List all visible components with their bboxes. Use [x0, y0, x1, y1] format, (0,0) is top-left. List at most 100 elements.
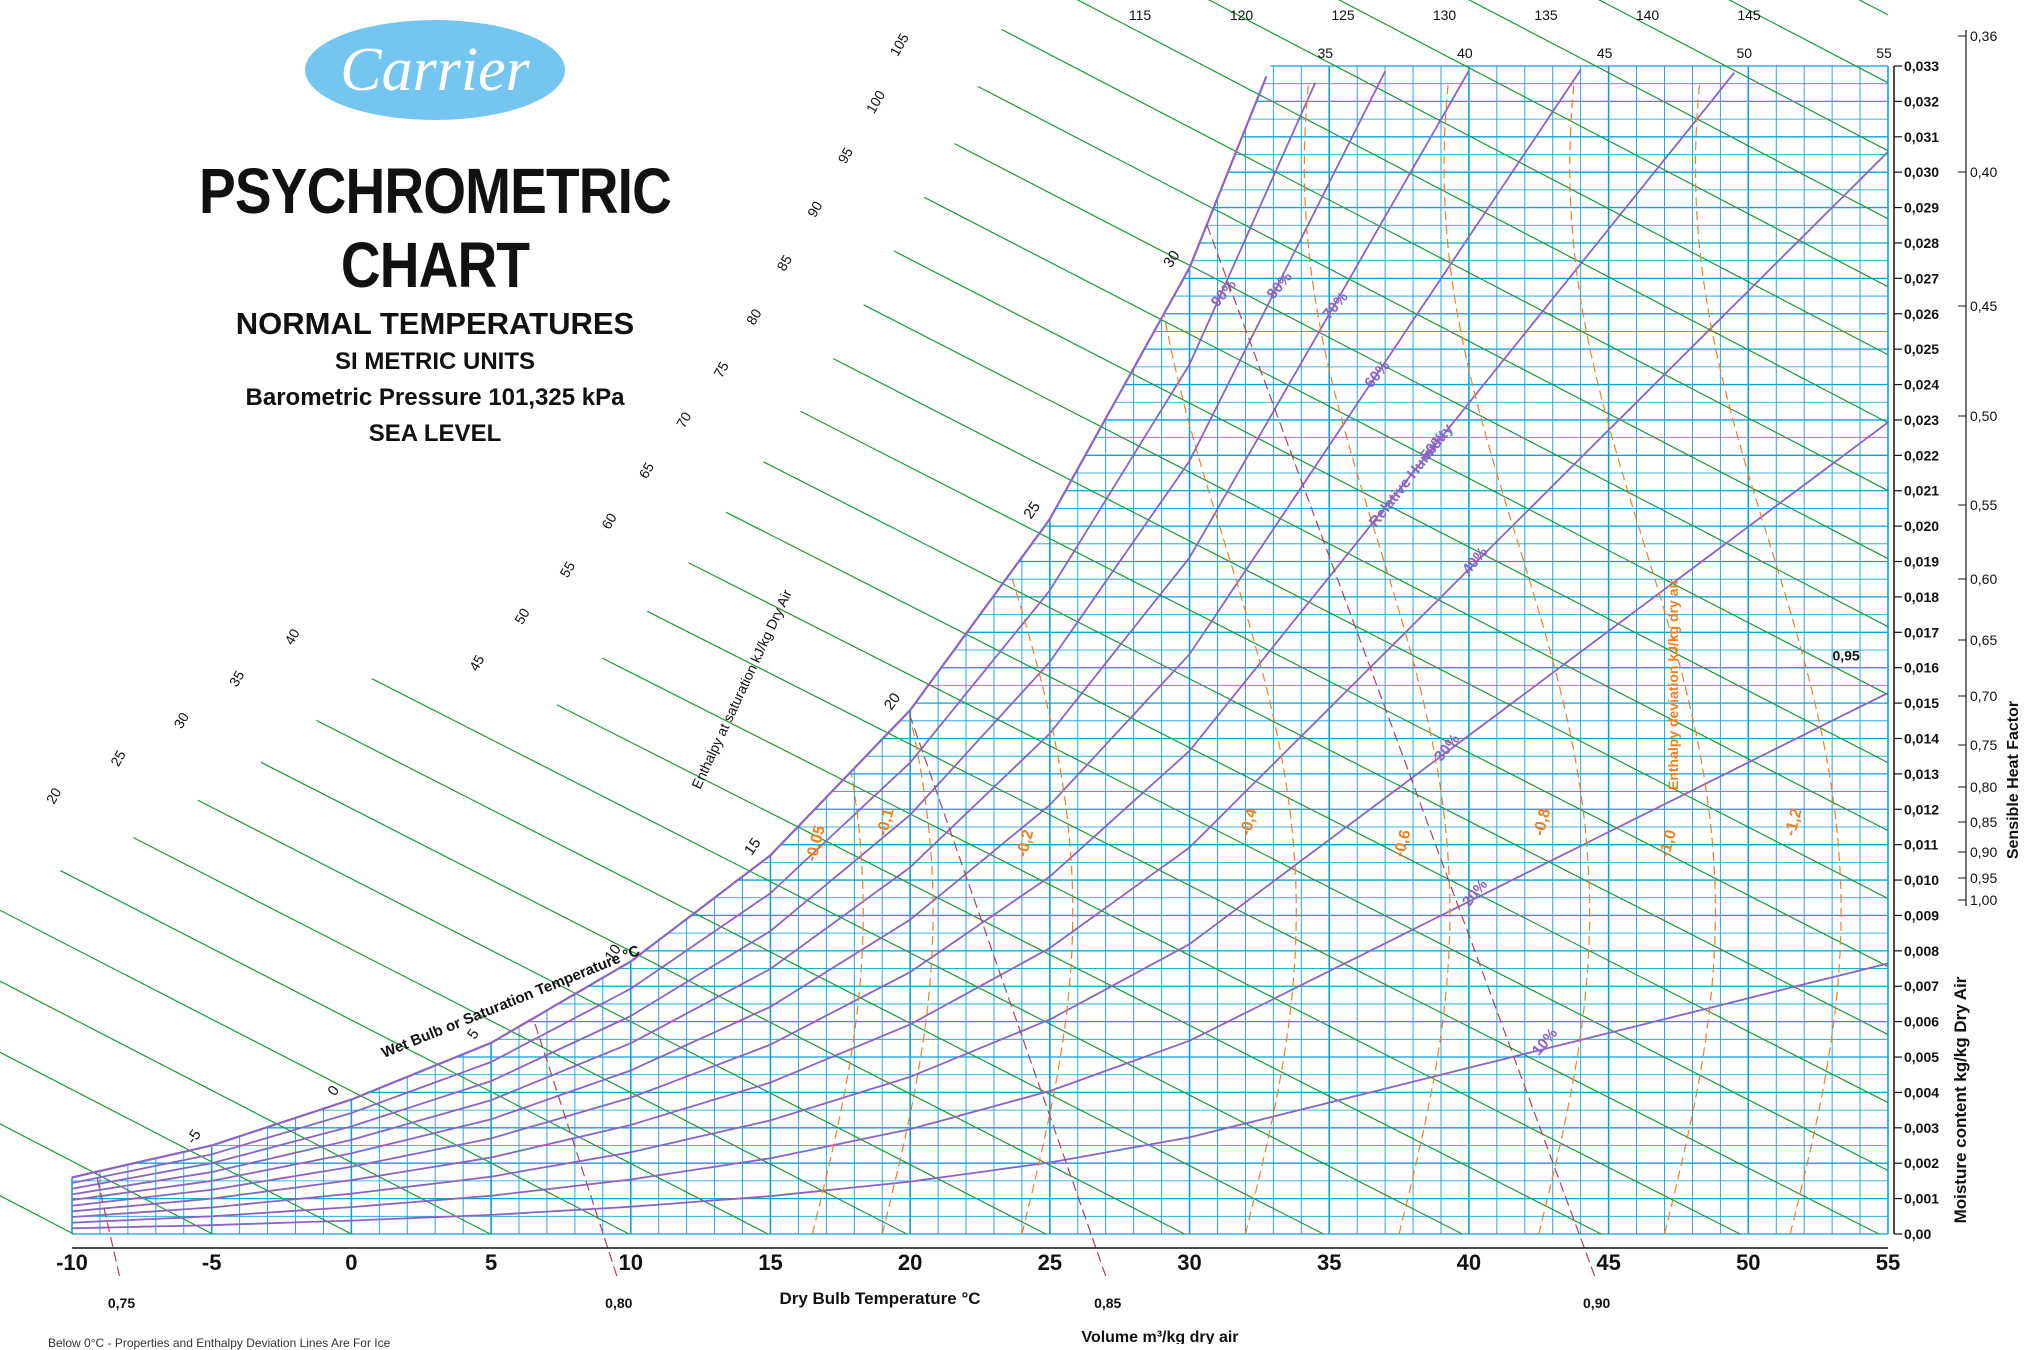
y-tick-label: 0,029 — [1904, 200, 1939, 216]
logo-text: Carrier — [340, 35, 530, 104]
y-axis-label: Moisture content kg/kg Dry Air — [1951, 976, 1970, 1223]
volume-label: 0,90 — [1583, 1295, 1610, 1311]
wet-bulb-label: -5 — [183, 1127, 205, 1148]
y-tick-label: 0,028 — [1904, 235, 1939, 251]
rh-curve-label: 90% — [1208, 276, 1240, 310]
y-tick-label: 0,006 — [1904, 1014, 1939, 1030]
x-tick-label: 35 — [1317, 1250, 1341, 1275]
enthalpy-line — [1076, 0, 1889, 424]
x-tick-label: 45 — [1596, 1250, 1620, 1275]
deviation-curve — [1443, 83, 1591, 1235]
enthalpy-tick-label: 70 — [673, 409, 695, 431]
enthalpy-line — [1858, 0, 1889, 16]
top-dry-bulb-label: 55 — [1876, 45, 1892, 61]
deviation-curve — [1694, 83, 1842, 1235]
x-tick-label: -5 — [202, 1250, 222, 1275]
volume-line — [532, 1018, 618, 1277]
enthalpy-tick-label: 105 — [886, 30, 912, 58]
enthalpy-line — [1207, 0, 1889, 356]
enthalpy-line — [1337, 0, 1889, 288]
relative-humidity-curves — [71, 69, 1889, 1230]
enthalpy-axis-label: Enthalpy at saturation kJ/kg Dry Air — [688, 587, 795, 792]
enthalpy-tick-label: 75 — [710, 359, 732, 381]
enthalpy-top-label: 140 — [1636, 7, 1660, 23]
volume-label: 0,95 — [1832, 648, 1859, 664]
enthalpy-tick-label: 55 — [556, 559, 578, 581]
y-tick-label: 0,018 — [1904, 589, 1939, 605]
deviation-label: -0,8 — [1531, 807, 1555, 838]
enthalpy-top-label: 145 — [1737, 7, 1761, 23]
enthalpy-tick-label: 45 — [466, 652, 488, 674]
wet-bulb-label: 25 — [1020, 499, 1043, 522]
deviation-label: -0,2 — [1014, 828, 1038, 859]
y-tick-label: 0,025 — [1904, 341, 1939, 357]
rh-curve-label: 70% — [1319, 289, 1351, 323]
enthalpy-tick-label: 95 — [834, 144, 856, 166]
enthalpy-tick-label: 60 — [598, 510, 620, 532]
footnote: Below 0°C - Properties and Enthalpy Devi… — [48, 1336, 391, 1350]
enthalpy-line — [371, 678, 1463, 1235]
deviation-curve — [1163, 313, 1297, 1235]
wet-bulb-label: 20 — [881, 690, 904, 713]
y-tick-label: 0,031 — [1904, 129, 1939, 145]
y-tick-label: 0,022 — [1904, 447, 1939, 463]
x-tick-label: 20 — [898, 1250, 922, 1275]
enthalpy-top-label: 125 — [1331, 7, 1355, 23]
enthalpy-line — [1728, 0, 1889, 84]
shf-tick-label: 0,75 — [1970, 737, 1997, 753]
enthalpy-line — [0, 909, 630, 1235]
enthalpy-tick-label: 50 — [511, 605, 533, 627]
y-tick-label: 0,002 — [1904, 1155, 1939, 1171]
y-tick-label: 0,007 — [1904, 978, 1939, 994]
enthalpy-line — [763, 461, 1889, 1036]
enthalpy-line — [260, 761, 1185, 1235]
enthalpy-tick-label: 85 — [773, 252, 795, 274]
rh-curve-label: 40% — [1459, 544, 1491, 578]
deviation-label: -0,05 — [803, 824, 829, 864]
enthalpy-line — [688, 562, 1889, 1172]
shf-tick-label: 0,95 — [1970, 870, 1997, 886]
rh-curve — [71, 151, 1889, 1213]
enthalpy-line — [59, 870, 769, 1235]
y-tick-label: 0,019 — [1904, 554, 1939, 570]
enthalpy-line — [893, 250, 1889, 764]
shf-tick-label: 1,00 — [1970, 892, 1997, 908]
enthalpy-tick-label: 90 — [804, 198, 826, 220]
shf-axis-label: Sensible Heat Factor — [2005, 701, 2022, 859]
x-tick-label: 5 — [485, 1250, 497, 1275]
y-tick-label: 0,009 — [1904, 907, 1939, 923]
shf-tick-label: 0,80 — [1970, 779, 1997, 795]
enthalpy-top-label: 120 — [1230, 7, 1254, 23]
y-tick-label: 0,030 — [1904, 164, 1939, 180]
x-tick-label: 0 — [345, 1250, 357, 1275]
x-tick-label: -10 — [56, 1250, 88, 1275]
enthalpy-tick-label: 40 — [281, 626, 303, 648]
y-tick-label: 0,014 — [1904, 730, 1939, 746]
deviation-label: -0,6 — [1391, 828, 1415, 859]
y-tick-label: 0,027 — [1904, 270, 1939, 286]
enthalpy-top-label: 130 — [1433, 7, 1457, 23]
deviation-curve — [881, 720, 934, 1235]
shf-tick-label: 0,40 — [1970, 164, 1997, 180]
volume-line — [95, 1171, 121, 1277]
volume-lines — [95, 224, 1596, 1277]
rh-curve — [71, 962, 1889, 1230]
enthalpy-tick-label: 30 — [170, 709, 192, 731]
volume-line — [908, 711, 1107, 1277]
y-tick-label: 0,00 — [1904, 1226, 1931, 1242]
shf-tick-label: 0,85 — [1970, 814, 1997, 830]
deviation-label: Enthalpy deviation kJ/kg dry air — [1665, 579, 1681, 790]
enthalpy-lines — [0, 0, 1889, 1235]
shf-tick-label: 0,90 — [1970, 844, 1997, 860]
x-tick-label: 40 — [1457, 1250, 1481, 1275]
enthalpy-tick-label: 25 — [107, 747, 129, 769]
y-tick-label: 0,010 — [1904, 872, 1939, 888]
y-tick-label: 0,004 — [1904, 1084, 1939, 1100]
y-tick-label: 0,015 — [1904, 695, 1939, 711]
enthalpy-line — [556, 704, 1602, 1235]
enthalpy-line — [601, 657, 1741, 1235]
chart-axes — [72, 30, 1967, 1249]
y-tick-label: 0,008 — [1904, 943, 1939, 959]
deviation-curve — [1011, 579, 1074, 1235]
